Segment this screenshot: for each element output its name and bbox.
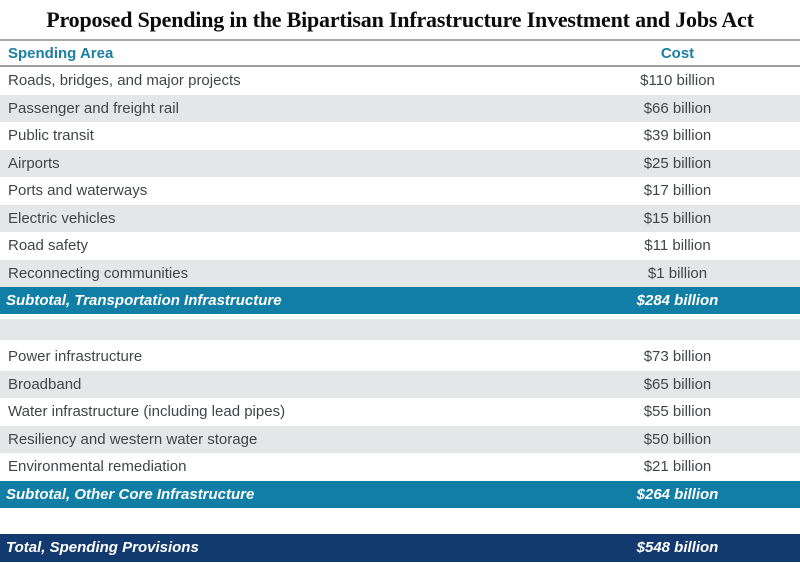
subtotal-label: Subtotal, Other Core Infrastructure (6, 485, 255, 503)
row-label: Environmental remediation (8, 458, 187, 476)
row-label: Ports and waterways (8, 182, 148, 200)
row-value: $66 billion (643, 99, 712, 117)
row-label: Road safety (8, 237, 89, 255)
row-value: $1 billion (647, 264, 708, 282)
table-row: Roads, bridges, and major projects $110 … (0, 67, 800, 95)
row-value: $73 billion (643, 348, 712, 366)
row-value: $11 billion (644, 237, 711, 255)
table-row: Public transit $39 billion (0, 122, 800, 150)
subtotal-value: $264 billion (636, 485, 719, 503)
table-row: Airports $25 billion (0, 149, 800, 177)
subtotal-row-transportation: Subtotal, Transportation Infrastructure … (0, 287, 800, 314)
section-spacer (0, 319, 800, 340)
table-header-row: Spending Area Cost (0, 39, 800, 67)
row-label: Reconnecting communities (8, 264, 189, 282)
subtotal-value: $284 billion (636, 292, 719, 309)
total-label: Total, Spending Provisions (6, 539, 199, 556)
table-row: Road safety $11 billion (0, 232, 800, 260)
row-label: Broadband (8, 375, 82, 393)
row-label: Passenger and freight rail (8, 99, 179, 117)
row-value: $50 billion (643, 430, 712, 448)
table-row: Broadband $65 billion (0, 370, 800, 398)
total-row: Total, Spending Provisions $548 billion (0, 533, 800, 562)
row-label: Airports (8, 154, 60, 172)
subtotal-row-other-core: Subtotal, Other Core Infrastructure $264… (0, 480, 800, 508)
column-header-cost: Cost (660, 44, 695, 62)
row-value: $110 billion (640, 72, 715, 90)
table-row: Passenger and freight rail $66 billion (0, 94, 800, 122)
table-row: Electric vehicles $15 billion (0, 204, 800, 232)
row-value: $39 billion (643, 127, 712, 145)
row-label: Resiliency and western water storage (8, 430, 258, 448)
total-value: $548 billion (636, 539, 719, 556)
table-row: Environmental remediation $21 billion (0, 453, 800, 481)
row-label: Power infrastructure (8, 348, 143, 366)
table-row: Resiliency and western water storage $50… (0, 425, 800, 453)
table-row: Water infrastructure (including lead pip… (0, 398, 800, 426)
table-row: Power infrastructure $73 billion (0, 343, 800, 371)
row-label: Public transit (8, 127, 94, 145)
row-value: $55 billion (643, 403, 712, 421)
row-label: Electric vehicles (8, 209, 116, 227)
column-header-spending-area: Spending Area (8, 44, 114, 62)
total-spacer (0, 507, 800, 534)
subtotal-label: Subtotal, Transportation Infrastructure (6, 292, 282, 309)
table-row: Reconnecting communities $1 billion (0, 259, 800, 287)
row-value: $21 billion (643, 458, 712, 476)
row-label: Water infrastructure (including lead pip… (8, 403, 286, 421)
row-label: Roads, bridges, and major projects (8, 72, 241, 90)
row-value: $65 billion (643, 375, 712, 393)
row-value: $17 billion (643, 182, 712, 200)
row-value: $25 billion (643, 154, 712, 172)
table-row: Ports and waterways $17 billion (0, 177, 800, 205)
row-value: $15 billion (643, 209, 712, 227)
page-title: Proposed Spending in the Bipartisan Infr… (46, 7, 754, 32)
